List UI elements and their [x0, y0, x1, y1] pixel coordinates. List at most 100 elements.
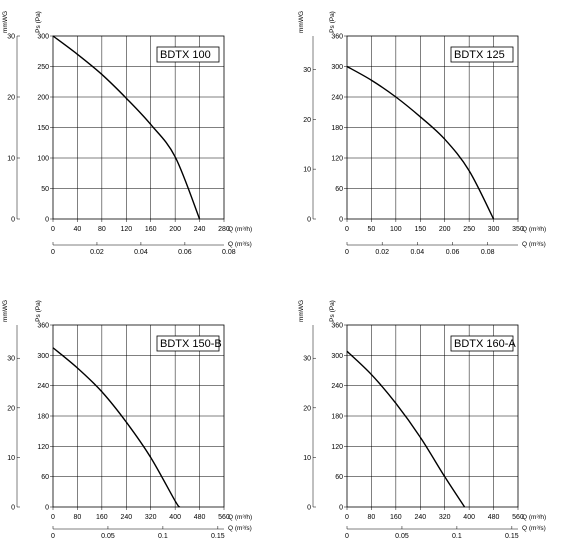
x-tick-label: 240	[414, 514, 426, 521]
y-tick-label: 0	[339, 505, 343, 512]
x-tick-label: 160	[390, 514, 402, 521]
y-tick-label: 150	[37, 125, 49, 132]
secondary-x-axis: 0 0.05 0.1 0.15Q (m³/s)	[345, 525, 546, 540]
y-axis-label: Ps (Pa)	[35, 11, 42, 33]
x-tick-label: 480	[194, 514, 206, 521]
secondary-y-tick-label: 0	[307, 217, 311, 224]
y-tick-label: 120	[37, 444, 49, 451]
secondary-y-tick-label: 0	[307, 505, 311, 512]
x-axis-label: Q (m³/h)	[228, 226, 252, 233]
secondary-y-tick-label: 30	[7, 356, 15, 363]
secondary-y-tick-label: 20	[7, 95, 15, 102]
secondary-x-tick-label: 0.02	[375, 249, 389, 256]
secondary-y-tick-label: 30	[303, 67, 311, 74]
x-tick-label: 480	[488, 514, 500, 521]
y-tick-label: 60	[335, 474, 343, 481]
y-tick-label: 240	[331, 95, 343, 102]
y-tick-label: 250	[37, 64, 49, 71]
secondary-y-tick-label: 0	[11, 505, 15, 512]
secondary-x-tick-label: 0.02	[90, 249, 104, 256]
y-axis-label: Ps (Pa)	[35, 300, 42, 322]
x-tick-label: 320	[145, 514, 157, 521]
y-tick-label: 300	[37, 34, 49, 41]
secondary-x-tick-label: 0.05	[101, 533, 115, 540]
model-label: BDTX 125	[454, 49, 505, 61]
secondary-y-tick-label: 10	[303, 455, 311, 462]
y-tick-label: 180	[37, 414, 49, 421]
secondary-y-axis-label: mmWG	[2, 11, 9, 33]
x-axis-label: Q (m³/h)	[228, 514, 252, 521]
y-tick-label: 120	[331, 444, 343, 451]
secondary-x-tick-label: 0.04	[134, 249, 148, 256]
y-tick-label: 50	[41, 186, 49, 193]
grid-lines	[53, 36, 224, 219]
y-tick-label: 0	[45, 505, 49, 512]
y-tick-label: 240	[331, 383, 343, 390]
x-tick-label: 40	[74, 226, 82, 233]
y-tick-label: 300	[37, 353, 49, 360]
x-tick-label: 150	[414, 226, 426, 233]
grid-lines	[53, 325, 224, 507]
x-tick-label: 160	[96, 514, 108, 521]
y-tick-label: 100	[37, 156, 49, 163]
performance-curve	[52, 35, 201, 220]
secondary-x-tick-label: 0.08	[222, 249, 236, 256]
secondary-x-tick-label: 0.1	[158, 533, 168, 540]
secondary-x-axis: 0 0.02 0.04 0.06 0.08Q (m³/s)	[51, 241, 252, 256]
x-tick-label: 250	[463, 226, 475, 233]
x-tick-label: 560	[218, 514, 230, 521]
x-tick-label: 240	[120, 514, 132, 521]
secondary-x-tick-label: 0.1	[452, 533, 462, 540]
model-label: BDTX 160-A	[454, 338, 516, 350]
secondary-x-tick-label: 0.06	[178, 249, 192, 256]
y-tick-label: 180	[331, 125, 343, 132]
y-tick-label: 360	[331, 323, 343, 330]
y-tick-label: 360	[331, 34, 343, 41]
x-tick-label: 80	[98, 226, 106, 233]
x-tick-label: 280	[218, 226, 230, 233]
secondary-y-axis-label: mmWG	[2, 300, 9, 322]
secondary-x-axis: 0 0.02 0.04 0.06 0.08Q (m³/s)	[345, 241, 546, 256]
secondary-x-axis: 0 0.05 0.1 0.15Q (m³/s)	[51, 525, 252, 540]
secondary-y-tick-label: 10	[7, 156, 15, 163]
y-tick-label: 360	[37, 323, 49, 330]
y-tick-label: 60	[335, 186, 343, 193]
y-axis-label: Ps (Pa)	[329, 11, 336, 33]
x-tick-label: 560	[512, 514, 524, 521]
secondary-x-tick-label: 0.08	[481, 249, 495, 256]
secondary-x-axis-label: Q (m³/s)	[228, 241, 252, 248]
x-tick-label: 350	[512, 226, 524, 233]
model-label-box	[156, 335, 220, 352]
secondary-x-axis-label: Q (m³/s)	[522, 525, 546, 532]
performance-curve	[346, 350, 466, 508]
secondary-y-tick-label: 20	[303, 117, 311, 124]
secondary-y-tick-label: 20	[7, 405, 15, 412]
secondary-x-axis-label: Q (m³/s)	[522, 241, 546, 248]
y-tick-label: 120	[331, 156, 343, 163]
secondary-y-axis-label: mmWG	[298, 11, 305, 33]
y-axis-label: Ps (Pa)	[329, 300, 336, 322]
x-tick-label: 50	[368, 226, 376, 233]
y-tick-label: 240	[37, 383, 49, 390]
x-tick-label: 0	[51, 226, 55, 233]
x-tick-label: 300	[488, 226, 500, 233]
x-tick-label: 400	[463, 514, 475, 521]
y-tick-label: 60	[41, 474, 49, 481]
y-tick-label: 180	[331, 414, 343, 421]
secondary-x-tick-label: 0.15	[211, 533, 225, 540]
x-tick-label: 80	[368, 514, 376, 521]
x-tick-label: 0	[345, 514, 349, 521]
x-tick-label: 320	[439, 514, 451, 521]
model-label-box	[450, 46, 514, 63]
model-label-box	[156, 46, 220, 63]
secondary-x-tick-label: 0	[51, 533, 55, 540]
secondary-y-tick-label: 30	[303, 356, 311, 363]
